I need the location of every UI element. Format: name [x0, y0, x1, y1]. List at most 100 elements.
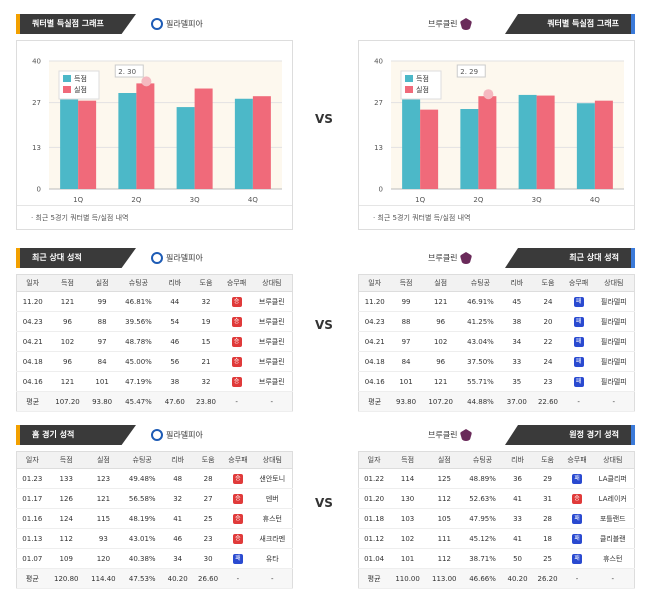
table-row: 04.16 101 121 55.71% 35 23 패 필라델피: [358, 371, 635, 392]
table-cell: 브루클린: [251, 331, 293, 352]
bar: [252, 96, 271, 189]
philadelphia-logo-icon: [151, 429, 163, 441]
table-cell: 포틀랜드: [591, 508, 635, 529]
section-header: 브루클린 쿼터별 득실점 그래프: [358, 14, 635, 34]
table-cell: 23: [532, 371, 564, 392]
table-cell: 휴스턴: [591, 548, 635, 569]
result-badge: 패: [572, 473, 583, 484]
table-cell: 23: [192, 528, 224, 549]
result-badge: 패: [572, 533, 583, 544]
table-cell: 필라델피: [593, 351, 635, 372]
column-header: 일자: [358, 451, 390, 469]
table-cell: 48.19%: [121, 508, 163, 529]
x-tick-label: 2Q: [473, 196, 483, 204]
table-cell: 126: [47, 488, 85, 509]
average-row: 평균 107.20 93.80 45.47% 47.60 23.80- -: [16, 391, 293, 412]
table-cell: 새크라멘: [252, 528, 293, 549]
column-header: 실점: [84, 451, 122, 469]
chart-note-text: 최근 5경기 쿼터별 득/실점 내역: [377, 214, 471, 222]
table-cell: 101: [86, 371, 118, 392]
column-header: 슈팅공: [462, 451, 503, 469]
table-cell: 필라델피: [593, 371, 635, 392]
brooklyn-logo-icon: [460, 18, 472, 30]
column-header: 상대팀: [251, 274, 293, 292]
table-cell: 48: [162, 468, 193, 489]
column-header: 일자: [16, 451, 48, 469]
x-tick-label: 2Q: [131, 196, 141, 204]
table-cell: 평균: [358, 391, 391, 412]
table-cell: 97: [86, 331, 118, 352]
table-cell: 01.16: [16, 508, 48, 529]
table-cell: 115: [84, 508, 122, 529]
legend-label: 실점: [416, 85, 429, 94]
table-cell: 133: [47, 468, 85, 489]
column-header: 승무패: [562, 451, 592, 469]
table-row: 04.23 88 96 41.25% 38 20 패 필라델피: [358, 311, 635, 332]
table-cell: 44: [159, 291, 191, 312]
table-row: 11.20 121 99 46.81% 44 32 승 브루클린: [16, 291, 293, 312]
table-cell: 31: [532, 488, 563, 509]
table-cell: 44.88%: [459, 391, 502, 412]
column-header: 승무패: [223, 451, 253, 469]
y-tick-label: 0: [37, 186, 41, 194]
table-cell: 99: [86, 291, 118, 312]
table-cell: 04.23: [358, 311, 391, 332]
table-cell: 40.38%: [121, 548, 163, 569]
y-tick-label: 13: [374, 144, 383, 152]
column-header: 실점: [421, 274, 460, 292]
table-cell: 107.20: [421, 391, 460, 412]
table-row: 01.23 133 123 49.48% 48 28 승 샌안토니: [16, 468, 293, 489]
table-cell: 36: [502, 468, 533, 489]
table-cell: 97: [390, 331, 422, 352]
y-tick-label: 0: [379, 186, 383, 194]
table-cell: 125: [425, 468, 463, 489]
table-cell: 22: [532, 331, 564, 352]
table-cell: 평균: [16, 391, 49, 412]
section-header: 쿼터별 득실점 그래프 필라델피아: [16, 14, 293, 34]
quarter-chart: 0 13 27 40 1Q 2Q 3Q 4Q 득점 실점 2. 30 · 최근 5경기 쿼터별 득/…: [16, 40, 293, 230]
team-name: 필라델피아: [151, 18, 203, 30]
table-cell: 덴버: [252, 488, 293, 509]
right-recent-panel: 브루클린 최근 상대 성적 일자 득점 실점 슈팅공 리바 도움 승무패 상대팀 11.20 9…: [358, 248, 635, 412]
table-cell: 04.23: [16, 311, 49, 332]
table-cell: 19: [190, 311, 222, 332]
table-cell: 11.20: [358, 291, 391, 312]
legend-label: 실점: [74, 85, 87, 94]
result-badge-cell: 승: [221, 311, 252, 332]
table-cell: 93.80: [390, 391, 422, 412]
table-row: 04.16 121 101 47.19% 38 32 승 브루클린: [16, 371, 293, 392]
result-badge-cell: 패: [563, 311, 594, 332]
table-cell: 01.12: [358, 528, 390, 549]
section-title: 쿼터별 득실점 그래프: [16, 14, 136, 34]
table-cell: 54: [159, 311, 191, 332]
chart-note-text: 최근 5경기 쿼터별 득/실점 내역: [35, 214, 129, 222]
table-cell: 102: [48, 331, 87, 352]
table-cell: 99: [390, 291, 422, 312]
table-cell: 110.00: [389, 568, 426, 589]
table-row: 01.04 101 112 38.71% 50 25 패 휴스턴: [358, 548, 635, 569]
x-tick-label: 1Q: [415, 196, 425, 204]
result-badge: 승: [231, 356, 242, 367]
bar: [594, 100, 613, 189]
result-badge-cell: 승: [223, 528, 253, 549]
result-badge-cell: 승: [223, 508, 253, 529]
table-cell: 101: [389, 548, 426, 569]
result-badge: 패: [232, 553, 243, 564]
home-table: 일자 득점 실점 슈팅공 리바 도움 승무패 상대팀 01.23 133 123 49.48% 48 2…: [16, 451, 293, 589]
section-title: 최근 상대 성적: [16, 248, 136, 268]
table-cell: 102: [421, 331, 460, 352]
table-row: 01.22 114 125 48.89% 36 29 패 LA클리퍼: [358, 468, 635, 489]
result-badge-cell: 승: [221, 351, 252, 372]
table-cell: 37.00: [501, 391, 533, 412]
table-cell: 46.91%: [459, 291, 502, 312]
table-cell: 38: [501, 311, 533, 332]
quarter-chart: 0 13 27 40 1Q 2Q 3Q 4Q 득점 실점 2. 29 · 최근 5경기 쿼터별 득/…: [358, 40, 635, 230]
table-cell: 84: [86, 351, 118, 372]
table-cell: 114.40: [84, 568, 122, 589]
table-cell: 21: [190, 351, 222, 372]
table-cell: 26.60: [192, 568, 224, 589]
bar: [60, 98, 79, 189]
bar: [460, 109, 479, 189]
